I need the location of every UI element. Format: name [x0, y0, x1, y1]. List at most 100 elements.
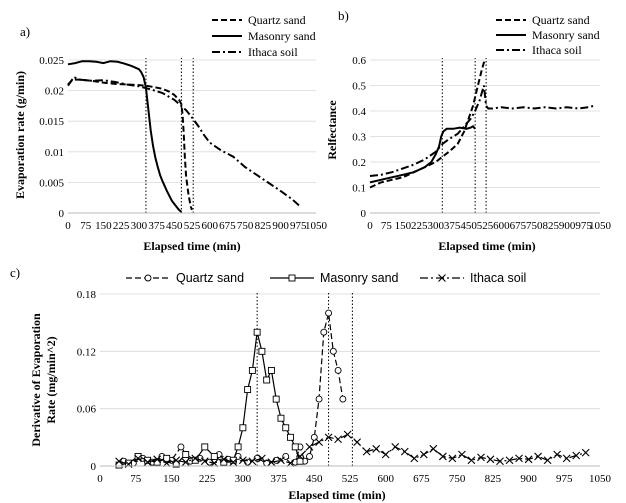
panel-b-x-title: Elapsed time (min): [438, 239, 535, 253]
panel-c-y-tick: 0: [91, 461, 97, 473]
panel-c-point-ithaca-soil: [277, 456, 285, 465]
panel-c-point-masonry-sand: [234, 443, 242, 451]
panel-c-point-quartz-sand: [329, 347, 337, 355]
panel-c-point-ithaca-soil: [286, 459, 295, 468]
panel-a-y-tick: 0.015: [39, 116, 64, 128]
panel-c-point-ithaca-soil: [572, 451, 581, 460]
panel-c-point-ithaca-soil-stroke: [438, 452, 447, 461]
panel-c-legend: Quartz sand Masonry sand Ithaca soil: [126, 271, 526, 285]
panel-c-point-masonry-sand: [282, 424, 290, 432]
panel-c-point-ithaca-soil: [343, 430, 352, 439]
panel-c-point-quartz-sand: [334, 366, 342, 374]
panel-c-point-ithaca-soil: [477, 453, 485, 462]
panel-c-point-ithaca-soil-stroke: [229, 458, 238, 467]
panel-c-point-ithaca-soil: [391, 442, 400, 451]
legend-label-ithaca-soil: Ithaca soil: [532, 43, 582, 57]
panel-c-point-ithaca-soil: [505, 456, 514, 465]
panel-c-point-ithaca-soil-stroke: [267, 458, 276, 467]
panel-c-point-ithaca-soil: [305, 442, 314, 451]
panel-c-point-ithaca-soil-stroke: [543, 456, 552, 465]
legend-label-masonry-sand: Masonry sand: [320, 271, 399, 285]
panel-c-point-masonry-sand: [248, 366, 256, 374]
panel-c-point-quartz-sand: [282, 452, 290, 460]
panel-b-series-ithaca-soil: [369, 85, 594, 177]
panel-c-point-ithaca-soil: [229, 458, 238, 467]
panel-c-point-masonry-sand: [263, 376, 271, 384]
panel-c-series-ithaca-soil: [118, 433, 586, 465]
panel-c-x-tick: 975: [556, 473, 573, 485]
panel-c-point-ithaca-soil-stroke: [238, 456, 247, 465]
panel-c-point-ithaca-soil-stroke: [334, 435, 342, 444]
panel-c-x-tick: 150: [163, 473, 180, 485]
panel-c-point-ithaca-soil: [581, 448, 590, 457]
panel-c-point-ithaca-soil: [534, 452, 542, 461]
panel-b-y-title: Relfectance: [325, 100, 339, 160]
panel-c-x-tick: 75: [130, 473, 142, 485]
panel-c-point-masonry-sand: [291, 443, 299, 451]
panel-c-point-ithaca-soil-stroke: [486, 455, 495, 464]
panel-c-point-masonry-sand: [277, 414, 285, 422]
panel-b-series-quartz-sand: [369, 59, 487, 189]
panel-c-point-masonry-sand: [272, 395, 280, 403]
panel-c-point-quartz-sand: [339, 395, 347, 403]
panel-a-series-quartz-sand: [67, 78, 193, 211]
panel-c-x-tick: 450: [306, 473, 323, 485]
panel-c-point-masonry-sand: [239, 424, 247, 432]
panel-c-point-ithaca-soil-stroke: [410, 454, 419, 463]
panel-c-point-ithaca-soil-stroke: [315, 438, 323, 447]
legend-marker-ithaca-soil: [438, 274, 446, 282]
panel-c-label: c): [10, 265, 20, 280]
panel-c-point-quartz-sand: [325, 309, 333, 317]
panel-b-y-tick: 0: [361, 208, 367, 220]
panel-c-point-ithaca-soil: [200, 457, 209, 466]
panel-b-x-tick: 600: [493, 220, 510, 232]
panel-c-point-ithaca-soil: [296, 452, 304, 461]
legend-label-quartz-sand: Quartz sand: [176, 271, 244, 285]
panel-a-y-tick: 0.005: [39, 177, 64, 189]
panel-b-label: b): [338, 8, 349, 23]
panel-c-point-ithaca-soil-stroke: [296, 452, 304, 461]
panel-c-point-quartz-sand: [177, 443, 185, 451]
panel-c-point-ithaca-soil-stroke: [305, 442, 314, 451]
panel-a-label: a): [20, 24, 30, 39]
panel-b-x-tick: 375: [444, 220, 461, 232]
panel-c-x-tick: 675: [413, 473, 430, 485]
legend-marker-ithaca-soil-stroke: [438, 274, 446, 282]
panel-c-point-ithaca-soil-stroke: [219, 455, 228, 464]
panel-b-x-tick: 900: [559, 220, 576, 232]
panel-c-point-masonry-sand: [210, 452, 218, 460]
panel-c-point-ithaca-soil-stroke: [286, 459, 295, 468]
panel-c-point-ithaca-soil-stroke: [572, 451, 581, 460]
panel-b-x-tick: 75: [381, 220, 393, 232]
panel-c-point-masonry-sand: [115, 461, 123, 469]
panel-c-x-tick: 375: [270, 473, 287, 485]
panel-c-point-ithaca-soil: [410, 454, 419, 463]
panel-c-point-ithaca-soil: [162, 459, 171, 468]
panel-b-x-tick: 225: [411, 220, 428, 232]
panel-c-point-masonry-sand: [229, 456, 237, 464]
panel-c-point-ithaca-soil-stroke: [467, 456, 476, 465]
panel-c-x-tick: 600: [377, 473, 394, 485]
panel-a-x-tick: 225: [113, 220, 130, 232]
panel-c-x-title: Elapsed time (min): [288, 488, 385, 502]
panel-c-point-ithaca-soil-stroke: [162, 459, 171, 468]
panel-c-point-ithaca-soil-stroke: [553, 450, 562, 459]
panel-c-x-tick: 825: [485, 473, 502, 485]
panel-c-point-masonry-sand: [287, 433, 294, 441]
panel-c-point-ithaca-soil-stroke: [343, 430, 352, 439]
panel-c-point-masonry-sand: [201, 443, 209, 451]
panel-c-point-ithaca-soil-stroke: [134, 454, 142, 463]
panel-a-x-tick: 975: [290, 220, 307, 232]
panel-c-point-ithaca-soil: [381, 450, 390, 459]
panel-a: a) 0 75 150 225 300 375 450 525 600 675 750 825 900 9…: [13, 13, 328, 253]
panel-c-point-ithaca-soil: [458, 450, 466, 459]
panel-a-x-tick: 1050: [305, 220, 328, 232]
panel-c-point-masonry-sand: [258, 347, 266, 355]
panel-c-point-ithaca-soil-stroke: [391, 442, 400, 451]
panel-c-point-ithaca-soil: [362, 447, 371, 456]
panel-b-y-tick: 0.3: [352, 132, 366, 144]
legend-label-masonry-sand: Masonry sand: [532, 28, 600, 42]
panel-c-point-masonry-sand: [191, 456, 199, 464]
panel-c-point-ithaca-soil-stroke: [534, 452, 542, 461]
